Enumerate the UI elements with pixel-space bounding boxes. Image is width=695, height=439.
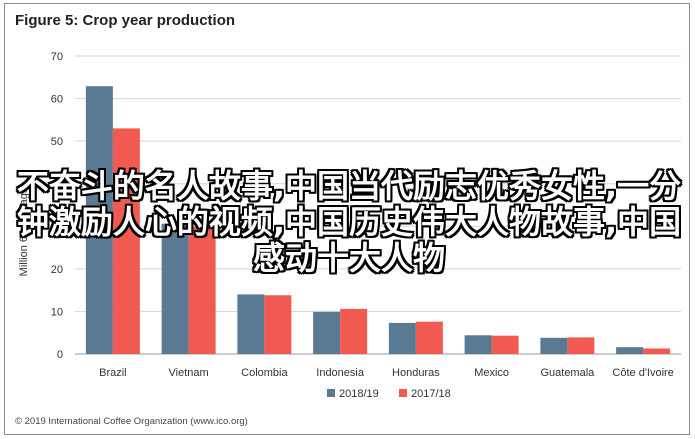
legend-swatch — [327, 389, 335, 397]
bar-2018/19-Côte d'Ivoire — [616, 347, 644, 354]
bar-2017/18-Guatemala — [567, 337, 595, 354]
bar-chart: 0 10 20 30 40 50 60 70 Brazil Vietnam Colombia Ind… — [51, 51, 681, 400]
bar-2018/19-Brazil — [85, 86, 113, 355]
bar-2017/18-Brazil — [112, 128, 140, 354]
legend: 2018/19 2017/18 — [327, 388, 451, 400]
y-tick-label: 60 — [51, 94, 63, 106]
y-tick-label: 10 — [51, 306, 63, 318]
bar-2018/19-Colombia — [237, 294, 265, 354]
y-tick-label: 70 — [51, 51, 63, 63]
y-tick-label: 20 — [51, 264, 63, 276]
bar-2017/18-Colombia — [264, 295, 292, 354]
y-tick-label: 0 — [57, 349, 63, 361]
x-tick-labels: Brazil Vietnam Colombia Indonesia Honduras Me… — [99, 367, 674, 379]
x-tick-label: Honduras — [392, 367, 440, 379]
x-tick-label: Colombia — [241, 367, 288, 379]
x-tick-label: Côte d'Ivoire — [612, 367, 673, 379]
legend-label: 2018/19 — [339, 388, 379, 400]
bar-2017/18-Honduras — [415, 321, 443, 354]
x-tick-label: Guatemala — [540, 367, 595, 379]
y-tick-label: 30 — [51, 221, 63, 233]
bar-2017/18-Mexico — [491, 335, 519, 354]
bar-2018/19-Guatemala — [540, 337, 568, 354]
bar-2018/19-Honduras — [388, 322, 416, 354]
y-tick-label: 50 — [51, 136, 63, 148]
legend-label: 2017/18 — [411, 388, 451, 400]
chart-title: Figure 5: Crop year production — [15, 12, 236, 29]
y-tick-labels: 0 10 20 30 40 50 60 70 — [51, 51, 63, 361]
x-tick-label: Brazil — [99, 367, 127, 379]
chart-frame: Figure 5: Crop year production Million 6… — [4, 3, 690, 435]
legend-swatch — [399, 389, 407, 397]
bar-2017/18-Indonesia — [340, 308, 368, 354]
x-tick-label: Indonesia — [316, 367, 365, 379]
bar-2017/18-Vietnam — [188, 226, 216, 354]
bar-2018/19-Vietnam — [161, 223, 189, 354]
x-tick-label: Mexico — [474, 367, 509, 379]
gridlines — [75, 55, 681, 355]
bar-2018/19-Indonesia — [313, 311, 341, 354]
bar-2017/18-Côte d'Ivoire — [643, 348, 671, 354]
bar-2018/19-Mexico — [464, 335, 492, 354]
x-tick-label: Vietnam — [169, 367, 209, 379]
y-tick-label: 40 — [51, 179, 63, 191]
bars — [85, 86, 671, 355]
footer-credit: © 2019 International Coffee Organization… — [15, 416, 248, 427]
